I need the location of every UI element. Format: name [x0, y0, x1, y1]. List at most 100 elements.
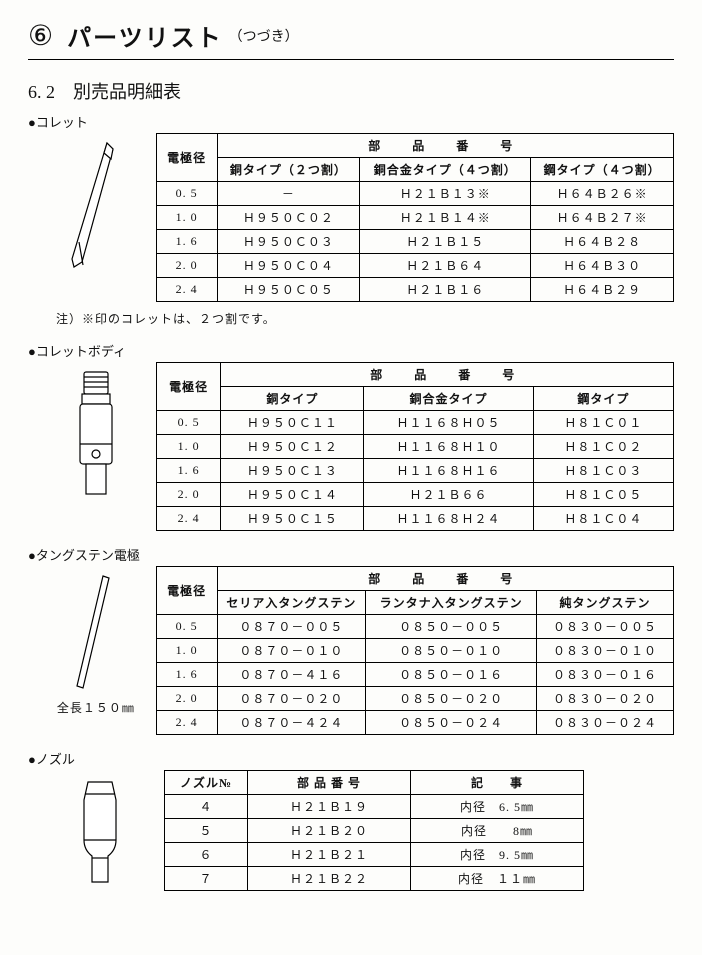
data-cell: Ｈ２１Ｂ６６ — [364, 483, 533, 507]
data-cell: ７ — [165, 867, 248, 891]
col-header: 銅合金タイプ（４つ割） — [360, 158, 531, 182]
group-header: 部 品 番 号 — [217, 567, 673, 591]
dia-cell: 2. 0 — [156, 687, 217, 711]
col-header: 鋼タイプ（４つ割） — [531, 158, 674, 182]
data-cell: ４ — [165, 795, 248, 819]
data-cell: Ｈ９５０Ｃ１２ — [221, 435, 364, 459]
collet-body-table: 電極径部 品 番 号銅タイプ銅合金タイプ鋼タイプ0. 5Ｈ９５０Ｃ１１Ｈ１１６８… — [156, 362, 674, 531]
col-header: 純タングステン — [537, 591, 674, 615]
dia-cell: 1. 0 — [156, 435, 221, 459]
data-cell: Ｈ２１Ｂ１５ — [360, 230, 531, 254]
data-cell: Ｈ２１Ｂ２０ — [248, 819, 411, 843]
collet-table: 電極径部 品 番 号銅タイプ（２つ割）銅合金タイプ（４つ割）鋼タイプ（４つ割）0… — [156, 133, 674, 302]
data-cell: Ｈ１１６８Ｈ１６ — [364, 459, 533, 483]
dia-cell: 2. 4 — [156, 507, 221, 531]
data-cell: 内径 9. 5㎜ — [411, 843, 584, 867]
table-row: 1. 0Ｈ９５０Ｃ０２Ｈ２１Ｂ１４※Ｈ６４Ｂ２７※ — [156, 206, 673, 230]
table-row: 2. 4０８７０－４２４０８５０－０２４０８３０－０２４ — [156, 711, 673, 735]
data-cell: ０８３０－０２０ — [537, 687, 674, 711]
data-cell: ０８３０－０２４ — [537, 711, 674, 735]
collet-heading: ●コレット — [28, 112, 674, 131]
data-cell: Ｈ２１Ｂ１９ — [248, 795, 411, 819]
table-row: 1. 6０８７０－４１６０８５０－０１６０８３０－０１６ — [156, 663, 673, 687]
nozzle-table: ノズル№部 品 番 号記 事４Ｈ２１Ｂ１９内径 6. 5㎜５Ｈ２１Ｂ２０内径 8… — [164, 770, 584, 891]
table-row: 0. 5Ｈ９５０Ｃ１１Ｈ１１６８Ｈ０５Ｈ８１Ｃ０１ — [156, 411, 673, 435]
dia-cell: 2. 4 — [156, 278, 217, 302]
data-cell: Ｈ９５０Ｃ０３ — [217, 230, 360, 254]
tungsten-illustration: 全長１５０㎜ — [28, 566, 156, 716]
data-cell: ０８７０－４２４ — [217, 711, 366, 735]
tungsten-caption: 全長１５０㎜ — [42, 699, 150, 716]
data-cell: ０８７０－０１０ — [217, 639, 366, 663]
data-cell: 内径 6. 5㎜ — [411, 795, 584, 819]
table-row: ４Ｈ２１Ｂ１９内径 6. 5㎜ — [165, 795, 584, 819]
table-row: 2. 0Ｈ９５０Ｃ１４Ｈ２１Ｂ６６Ｈ８１Ｃ０５ — [156, 483, 673, 507]
tungsten-table: 電極径部 品 番 号セリア入タングステンランタナ入タングステン純タングステン0.… — [156, 566, 674, 735]
dia-cell: 1. 0 — [156, 639, 217, 663]
dia-cell: 2. 4 — [156, 711, 217, 735]
collet-body-block: 電極径部 品 番 号銅タイプ銅合金タイプ鋼タイプ0. 5Ｈ９５０Ｃ１１Ｈ１１６８… — [28, 362, 674, 531]
nozzle-block: ノズル№部 品 番 号記 事４Ｈ２１Ｂ１９内径 6. 5㎜５Ｈ２１Ｂ２０内径 8… — [28, 770, 674, 894]
table-row: 2. 0０８７０－０２００８５０－０２００８３０－０２０ — [156, 687, 673, 711]
data-cell: Ｈ６４Ｂ２９ — [531, 278, 674, 302]
data-cell: ０８３０－０１０ — [537, 639, 674, 663]
dia-cell: 0. 5 — [156, 182, 217, 206]
data-cell: Ｈ９５０Ｃ１４ — [221, 483, 364, 507]
row-header: 電極径 — [156, 567, 217, 615]
dia-cell: 1. 0 — [156, 206, 217, 230]
dia-cell: 2. 0 — [156, 254, 217, 278]
dia-cell: 2. 0 — [156, 483, 221, 507]
nozzle-illustration — [28, 770, 164, 894]
data-cell: ６ — [165, 843, 248, 867]
data-cell: － — [217, 182, 360, 206]
data-cell: Ｈ８１Ｃ０１ — [533, 411, 673, 435]
table-row: 1. 0０８７０－０１００８５０－０１００８３０－０１０ — [156, 639, 673, 663]
data-cell: Ｈ９５０Ｃ０２ — [217, 206, 360, 230]
tungsten-block: 全長１５０㎜ 電極径部 品 番 号セリア入タングステンランタナ入タングステン純タ… — [28, 566, 674, 735]
table-row: 2. 4Ｈ９５０Ｃ１５Ｈ１１６８Ｈ２４Ｈ８１Ｃ０４ — [156, 507, 673, 531]
section-number: 6. 2 別売品明細表 — [28, 78, 674, 104]
data-cell: Ｈ２１Ｂ１６ — [360, 278, 531, 302]
data-cell: 内径 １１㎜ — [411, 867, 584, 891]
data-cell: ０８５０－００５ — [366, 615, 537, 639]
table-row: 0. 5０８７０－００５０８５０－００５０８３０－００５ — [156, 615, 673, 639]
page-subtitle: （つづき） — [229, 26, 299, 46]
data-cell: ０８５０－０１６ — [366, 663, 537, 687]
nozzle-heading: ●ノズル — [28, 749, 674, 768]
dia-cell: 1. 6 — [156, 230, 217, 254]
data-cell: ５ — [165, 819, 248, 843]
col-header: 銅タイプ — [221, 387, 364, 411]
data-cell: Ｈ９５０Ｃ１５ — [221, 507, 364, 531]
table-row: ７Ｈ２１Ｂ２２内径 １１㎜ — [165, 867, 584, 891]
data-cell: Ｈ９５０Ｃ１１ — [221, 411, 364, 435]
collet-body-heading: ●コレットボディ — [28, 341, 674, 360]
row-header: 電極径 — [156, 363, 221, 411]
col-header: ランタナ入タングステン — [366, 591, 537, 615]
table-row: ６Ｈ２１Ｂ２１内径 9. 5㎜ — [165, 843, 584, 867]
table-row: 2. 4Ｈ９５０Ｃ０５Ｈ２１Ｂ１６Ｈ６４Ｂ２９ — [156, 278, 673, 302]
data-cell: Ｈ９５０Ｃ０５ — [217, 278, 360, 302]
tungsten-heading: ●タングステン電極 — [28, 545, 674, 564]
data-cell: Ｈ２１Ｂ６４ — [360, 254, 531, 278]
group-header: 部 品 番 号 — [221, 363, 674, 387]
col-header: 記 事 — [411, 771, 584, 795]
data-cell: ０８３０－０１６ — [537, 663, 674, 687]
data-cell: Ｈ８１Ｃ０４ — [533, 507, 673, 531]
data-cell: Ｈ８１Ｃ０３ — [533, 459, 673, 483]
collet-illustration — [28, 133, 156, 277]
collet-block: 電極径部 品 番 号銅タイプ（２つ割）銅合金タイプ（４つ割）鋼タイプ（４つ割）0… — [28, 133, 674, 302]
data-cell: ０８５０－０２４ — [366, 711, 537, 735]
table-row: 1. 6Ｈ９５０Ｃ０３Ｈ２１Ｂ１５Ｈ６４Ｂ２８ — [156, 230, 673, 254]
data-cell: ０８７０－４１６ — [217, 663, 366, 687]
data-cell: Ｈ６４Ｂ２８ — [531, 230, 674, 254]
col-header: ノズル№ — [165, 771, 248, 795]
data-cell: Ｈ９５０Ｃ１３ — [221, 459, 364, 483]
col-header: セリア入タングステン — [217, 591, 366, 615]
col-header: 部 品 番 号 — [248, 771, 411, 795]
dia-cell: 1. 6 — [156, 663, 217, 687]
dia-cell: 1. 6 — [156, 459, 221, 483]
data-cell: Ｈ９５０Ｃ０４ — [217, 254, 360, 278]
data-cell: 内径 8㎜ — [411, 819, 584, 843]
group-header: 部 品 番 号 — [217, 134, 673, 158]
section-circled-number: ⑥ — [28, 19, 53, 53]
